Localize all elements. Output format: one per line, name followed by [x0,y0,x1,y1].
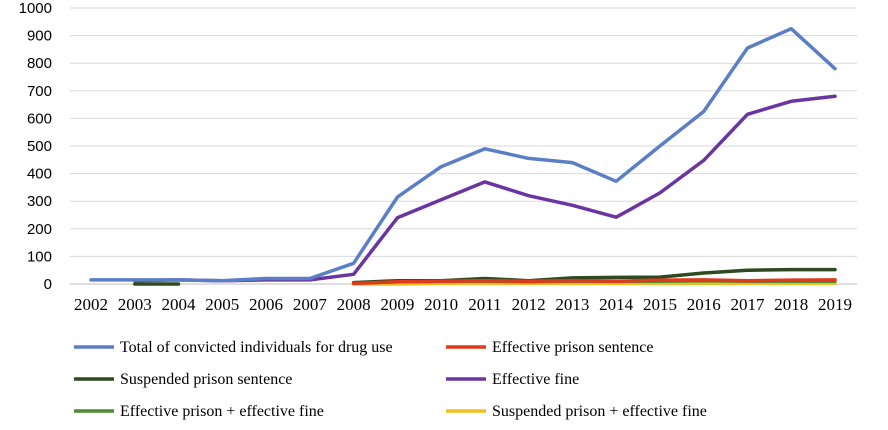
y-tick-label: 200 [27,221,52,238]
y-tick-label: 600 [27,110,52,127]
y-tick-label: 800 [27,55,52,72]
x-tick-label: 2013 [555,295,589,314]
x-tick-label: 2016 [687,295,721,314]
x-tick-label: 2019 [818,295,852,314]
legend-label-1: Total of convicted individuals for drug … [120,339,393,356]
y-tick-label: 500 [27,138,52,155]
series-line-1 [89,26,837,283]
x-tick-label: 2011 [468,295,501,314]
x-tick-label: 2015 [643,295,677,314]
y-tick-label: 900 [27,28,52,45]
legend-label-5: Effective prison + effective fine [120,403,324,420]
legend-label-3: Suspended prison sentence [120,371,292,388]
series-line-2 [351,278,837,286]
series-line-6 [351,281,837,286]
x-tick-label: 2008 [337,295,371,314]
series-line-4 [133,94,837,283]
y-tick-label: 300 [27,193,52,210]
legend-label-4: Effective fine [492,371,579,388]
x-tick-label: 2012 [512,295,546,314]
y-tick-label: 700 [27,83,52,100]
x-tick-label: 2009 [380,295,414,314]
legend-label-6: Suspended prison + effective fine [492,403,707,420]
y-tick-label: 400 [27,166,52,183]
x-tick-label: 2002 [74,295,108,314]
x-tick-label: 2003 [118,295,152,314]
y-tick-label: 0 [44,276,52,293]
x-tick-label: 2005 [205,295,239,314]
legend-label-2: Effective prison sentence [492,339,653,356]
x-tick-label: 2007 [293,295,328,314]
x-tick-label: 2018 [774,295,808,314]
x-tick-label: 2004 [162,295,197,314]
x-tick-label: 2017 [730,295,765,314]
y-axis: 0 100 200 300 400 500 600 700 800 900 1000 [19,0,52,293]
legend: Total of convicted individuals for drug … [74,339,707,420]
y-tick-label: 1000 [19,0,52,17]
x-axis: 2002 2003 2004 2005 2006 2007 2008 2009 2010 2011… [74,295,852,314]
x-tick-label: 2006 [249,295,283,314]
y-tick-label: 100 [27,248,52,265]
x-tick-label: 2010 [424,295,458,314]
x-tick-label: 2014 [599,295,634,314]
gridlines [70,7,857,285]
series-lines [89,26,837,286]
